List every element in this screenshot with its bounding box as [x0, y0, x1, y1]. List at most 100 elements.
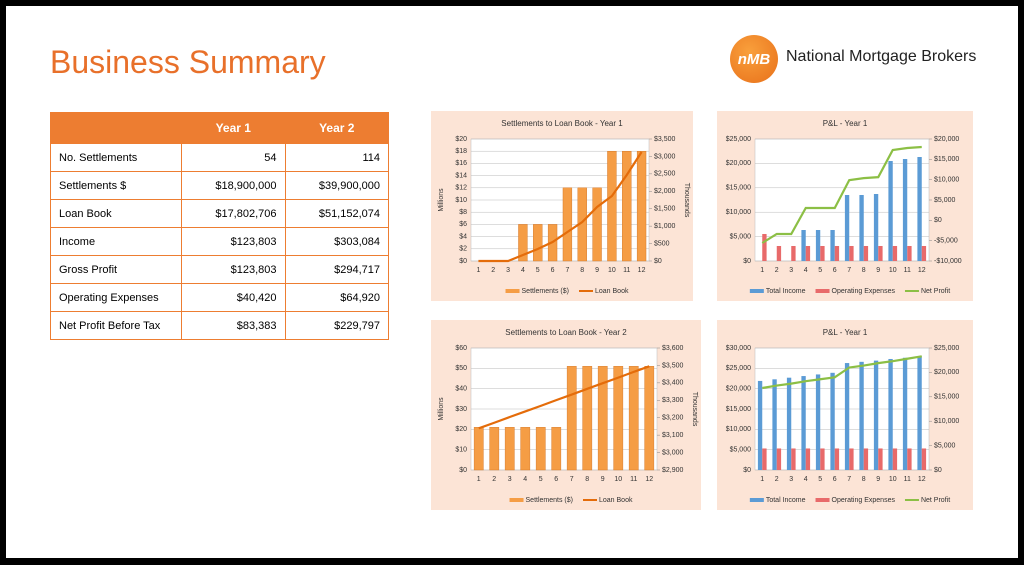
table-row: Income $123,803 $303,084 — [50, 227, 389, 256]
bar — [907, 245, 912, 261]
x-tick-label: 4 — [521, 267, 525, 274]
y2-tick-label: -$5,000 — [934, 238, 958, 245]
value-cell: $303,084 — [284, 227, 389, 256]
y-axis-label: Millions — [438, 397, 445, 421]
y2-axis-label: Thousands — [691, 392, 698, 427]
header-row: Year 1 Year 2 — [50, 112, 389, 144]
value-cell: $123,803 — [181, 227, 286, 256]
chart: P&L - Year 1 $0 $5,000 $10,000 $15,000 $20,00… — [726, 119, 962, 295]
bar — [844, 363, 850, 470]
label-cell: Loan Book — [50, 199, 182, 228]
bar — [917, 356, 922, 470]
bar — [489, 427, 500, 471]
bar — [801, 230, 806, 261]
value-cell: $64,920 — [284, 283, 389, 312]
label-cell: Income — [50, 227, 182, 256]
value-cell: $229,797 — [284, 311, 389, 340]
x-tick-label: 10 — [614, 476, 622, 483]
x-tick-label: 12 — [645, 476, 653, 483]
x-tick-label: 11 — [630, 476, 637, 483]
legend-swatch — [505, 289, 520, 293]
line-series — [762, 355, 922, 390]
legend-swatch — [815, 498, 830, 502]
y2-tick-label: $3,300 — [662, 397, 684, 404]
bar — [863, 448, 869, 470]
bar — [473, 427, 484, 471]
bar — [849, 448, 854, 470]
y-tick-label: $0 — [743, 467, 751, 474]
bar — [917, 157, 922, 261]
line-series — [478, 151, 643, 263]
y2-tick-label: $25,000 — [934, 345, 959, 352]
x-tick-label: 9 — [601, 476, 605, 483]
bar — [859, 361, 864, 470]
x-tick-label: 2 — [775, 267, 779, 274]
bar — [921, 448, 927, 470]
bar — [830, 372, 835, 470]
x-tick-label: 8 — [862, 267, 866, 274]
x-tick-label: 1 — [477, 476, 481, 483]
y-tick-label: $50 — [455, 365, 467, 372]
x-tick-label: 10 — [889, 476, 897, 483]
x-tick-label: 12 — [918, 476, 926, 483]
x-tick-label: 12 — [638, 267, 646, 274]
bar — [878, 448, 883, 470]
x-tick-label: 5 — [818, 267, 822, 274]
y-tick-label: $25,000 — [726, 136, 751, 143]
summary-table: Year 1 Year 2 No. Settlements 54 114 Settleme… — [50, 112, 389, 340]
bar — [888, 161, 893, 261]
table-row: Operating Expenses $40,420 $64,920 — [50, 283, 389, 312]
table-row: No. Settlements 54 114 — [50, 143, 389, 172]
x-tick-label: 3 — [789, 267, 793, 274]
value-cell: $18,900,000 — [181, 171, 286, 200]
label-cell: No. Settlements — [50, 143, 182, 172]
bar — [776, 448, 782, 470]
y-tick-label: $18 — [455, 148, 467, 155]
bar — [844, 194, 850, 261]
x-tick-label: 5 — [818, 476, 822, 483]
y2-tick-label: $1,500 — [654, 206, 676, 213]
bar — [921, 245, 927, 261]
chart: Settlements to Loan Book - Year 2 $0 $10 $2… — [438, 328, 698, 504]
x-tick-label: 5 — [536, 267, 540, 274]
x-tick-label: 3 — [789, 476, 793, 483]
x-tick-label: 9 — [876, 476, 880, 483]
chart-title: P&L - Year 1 — [823, 119, 868, 128]
bar — [628, 366, 639, 471]
y2-tick-label: $3,400 — [662, 380, 684, 387]
y2-tick-label: -$10,000 — [934, 258, 962, 265]
x-tick-label: 10 — [889, 267, 897, 274]
x-tick-label: 6 — [833, 476, 837, 483]
bar — [892, 245, 898, 261]
value-cell: $40,420 — [181, 283, 286, 312]
y-tick-label: $10,000 — [726, 426, 751, 433]
label-cell: Settlements $ — [50, 171, 182, 200]
bar — [636, 151, 647, 262]
y-tick-label: $5,000 — [730, 233, 752, 240]
chart-title: Settlements to Loan Book - Year 1 — [501, 119, 623, 128]
y2-tick-label: $10,000 — [934, 177, 959, 184]
y2-tick-label: $10,000 — [934, 418, 959, 425]
x-tick-label: 4 — [804, 476, 808, 483]
y-tick-label: $16 — [455, 160, 467, 167]
x-tick-label: 7 — [847, 476, 851, 483]
legend-label: Net Profit — [921, 288, 950, 295]
legend-label: Loan Book — [595, 288, 629, 295]
y-tick-label: $0 — [743, 258, 751, 265]
bar — [815, 374, 821, 470]
y-tick-label: $5,000 — [730, 447, 752, 454]
y2-tick-label: $2,900 — [662, 467, 684, 474]
table-body: No. Settlements 54 114 Settlements $ $18,900… — [50, 143, 389, 340]
bar — [902, 159, 908, 261]
legend-swatch — [749, 289, 764, 293]
x-tick-label: 5 — [539, 476, 543, 483]
bar — [801, 376, 806, 470]
y-tick-label: $20 — [455, 136, 467, 143]
chart-panel: P&L - Year 1 $0 $5,000 $10,000 $15,000 $20,00… — [717, 111, 973, 301]
x-tick-label: 8 — [585, 476, 589, 483]
legend-label: Settlements ($) — [522, 288, 569, 295]
y2-tick-label: $500 — [654, 240, 670, 247]
x-tick-label: 2 — [492, 476, 496, 483]
legend-label: Net Profit — [921, 497, 950, 504]
